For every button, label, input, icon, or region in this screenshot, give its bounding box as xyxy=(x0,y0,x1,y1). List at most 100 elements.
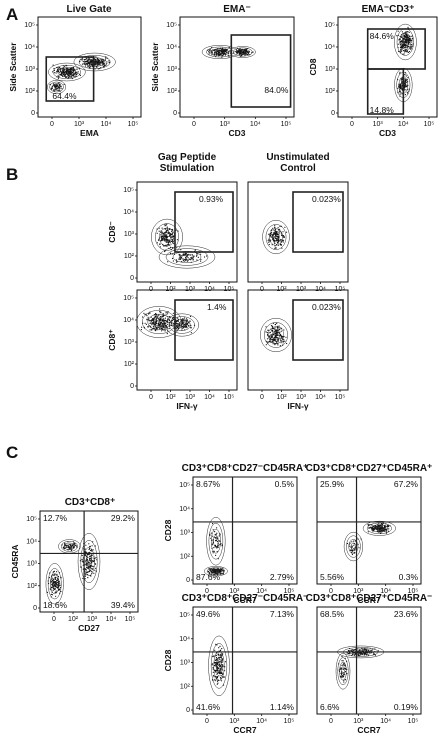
event-dot xyxy=(69,74,71,76)
event-dot xyxy=(84,65,87,67)
event-dot xyxy=(405,47,407,49)
event-dot xyxy=(94,64,96,66)
event-dot xyxy=(167,328,169,330)
contour-ring xyxy=(63,542,76,550)
event-dot xyxy=(379,530,381,532)
event-dot xyxy=(167,313,169,315)
event-dot xyxy=(189,320,191,322)
event-dot xyxy=(169,242,171,244)
event-dot xyxy=(52,86,54,88)
contour-ring xyxy=(213,650,225,682)
event-dot xyxy=(282,340,284,342)
x-tick-label: 10⁵ xyxy=(125,616,136,623)
contour-ring xyxy=(52,578,58,590)
event-dot xyxy=(214,678,216,681)
event-dot xyxy=(274,340,276,342)
event-dot xyxy=(158,314,160,316)
plot-frame xyxy=(247,289,349,391)
contour-ring xyxy=(393,23,417,61)
quadrant-ur: 0.5% xyxy=(275,479,295,489)
event-dot xyxy=(401,44,403,47)
event-dot xyxy=(89,558,91,560)
event-dot xyxy=(92,565,94,568)
event-dot xyxy=(87,66,89,68)
event-dot xyxy=(216,527,218,529)
event-dot xyxy=(282,336,284,338)
event-dot xyxy=(158,230,160,232)
event-dot xyxy=(403,51,406,53)
event-dot xyxy=(53,570,56,572)
event-dot xyxy=(221,669,223,671)
y-tick-label: 10⁵ xyxy=(324,22,335,29)
event-dot xyxy=(98,64,100,66)
event-dot xyxy=(95,61,98,63)
event-dot xyxy=(163,318,165,320)
event-dot xyxy=(364,653,366,655)
event-dot xyxy=(166,333,168,335)
x-tick-label: 10³ xyxy=(220,121,231,128)
event-dot xyxy=(85,60,87,63)
event-dot xyxy=(160,234,162,236)
plot-11: CD3⁺CD8⁺CD27⁻CD45RA⁻ 0 10² 10³ 10⁴ 10⁵ 0 10³ 10⁴… xyxy=(163,593,308,735)
event-dot xyxy=(368,527,370,529)
event-dot xyxy=(165,319,167,321)
event-dot xyxy=(275,230,277,233)
event-dot xyxy=(162,231,164,233)
contour-ring xyxy=(53,85,60,89)
quadrant-ll: 41.6% xyxy=(196,702,221,712)
contour-ring xyxy=(162,232,172,242)
event-dot xyxy=(161,323,163,326)
event-dot xyxy=(82,577,84,579)
gate-percent: 0.023% xyxy=(312,194,341,204)
event-dot xyxy=(404,41,406,43)
event-dot xyxy=(72,66,74,69)
event-dot xyxy=(353,544,355,546)
event-dot xyxy=(276,244,278,246)
event-dot xyxy=(343,672,345,674)
contour-ring xyxy=(61,69,72,75)
event-dot xyxy=(99,64,101,66)
event-dot xyxy=(171,230,173,233)
event-dot xyxy=(218,52,220,54)
y-tick-label: 10⁴ xyxy=(26,538,37,545)
event-dot xyxy=(266,340,268,342)
event-dot xyxy=(215,533,217,535)
contour-ring xyxy=(239,50,247,54)
contour-ring xyxy=(236,48,250,56)
event-dot xyxy=(221,648,223,650)
x-tick-label: 10³ xyxy=(353,588,364,595)
event-dot xyxy=(274,225,276,227)
x-tick-label: 10⁴ xyxy=(101,121,112,128)
event-dot xyxy=(211,664,213,666)
event-dot xyxy=(220,657,223,659)
event-dot xyxy=(62,546,64,548)
event-dot xyxy=(404,89,406,91)
event-dot xyxy=(161,316,163,318)
quadrant-ll: 5.56% xyxy=(320,572,345,582)
event-dot xyxy=(220,675,222,677)
event-dot xyxy=(280,244,282,246)
event-dot xyxy=(280,342,282,344)
event-dot xyxy=(404,74,406,76)
event-dot xyxy=(405,42,407,44)
event-dot xyxy=(54,574,56,576)
contour-ring xyxy=(165,248,209,266)
event-dot xyxy=(59,584,61,586)
event-cloud xyxy=(208,635,230,697)
plot-frame xyxy=(192,476,298,585)
x-tick-label: 10⁴ xyxy=(204,394,215,401)
quadrant-ul: 49.6% xyxy=(196,609,221,619)
event-dot xyxy=(68,72,70,74)
event-dot xyxy=(218,654,220,656)
event-dot xyxy=(374,654,377,656)
event-dot xyxy=(90,575,92,577)
event-dot xyxy=(268,337,270,339)
plot-9: CD3⁺CD8⁺CD27⁻CD45RA⁺ 0 10² 10³ 10⁴ 10⁵ 0 10³ 10⁴… xyxy=(163,463,308,605)
event-dot xyxy=(89,559,91,561)
event-dot xyxy=(228,56,230,58)
plot-frame xyxy=(179,16,295,118)
event-dot xyxy=(149,312,151,314)
event-cloud xyxy=(45,532,101,605)
y-tick-label: 10⁴ xyxy=(24,44,35,51)
event-dot xyxy=(171,320,173,322)
